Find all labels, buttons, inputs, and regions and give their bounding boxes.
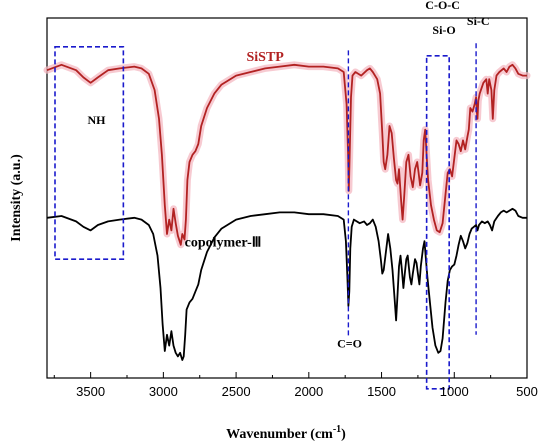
annotation-si-c: Si-C: [467, 14, 490, 28]
labels-layer: SiSTP copolymer-Ⅲ NH C=O C-O-C Si-O Si-C: [87, 0, 489, 350]
x-tick-label: 1500: [367, 384, 396, 399]
x-tick-label: 2500: [222, 384, 251, 399]
annotation-nh: NH: [87, 113, 106, 127]
x-axis-title-main: Wavenumber (cm: [226, 427, 333, 442]
annotation-si-o: Si-O: [432, 23, 455, 37]
copolymer-series-line: [46, 207, 527, 361]
annotation-marks-layer: [54, 43, 477, 390]
x-axis-title-close: ): [341, 427, 346, 442]
x-tick-label: 3000: [149, 384, 178, 399]
annotation-c-o-c: C-O-C: [425, 0, 460, 12]
x-tick-label: 3500: [76, 384, 105, 399]
sistp-series-line: [46, 63, 527, 246]
nh-region-box: [54, 45, 125, 260]
copolymer-series-label: copolymer-Ⅲ: [185, 236, 262, 251]
sistp-series-label: SiSTP: [247, 50, 285, 65]
si-o-region-box: [425, 54, 450, 390]
annotation-c-o: C=O: [337, 336, 362, 350]
y-axis-title: Intensity (a.u.): [9, 154, 24, 242]
x-axis-title-superscript: -1: [333, 424, 341, 435]
x-tick-label: 1000: [440, 384, 469, 399]
x-tick-label: 500: [516, 384, 538, 399]
x-axis-title: Wavenumber (cm-1): [226, 424, 346, 442]
x-ticks-layer: 3500 3000 2500 2000 1500 1000 500: [53, 372, 538, 399]
series-layer: [46, 63, 527, 361]
plot-frame: [46, 17, 528, 379]
x-tick-label: 2000: [294, 384, 323, 399]
